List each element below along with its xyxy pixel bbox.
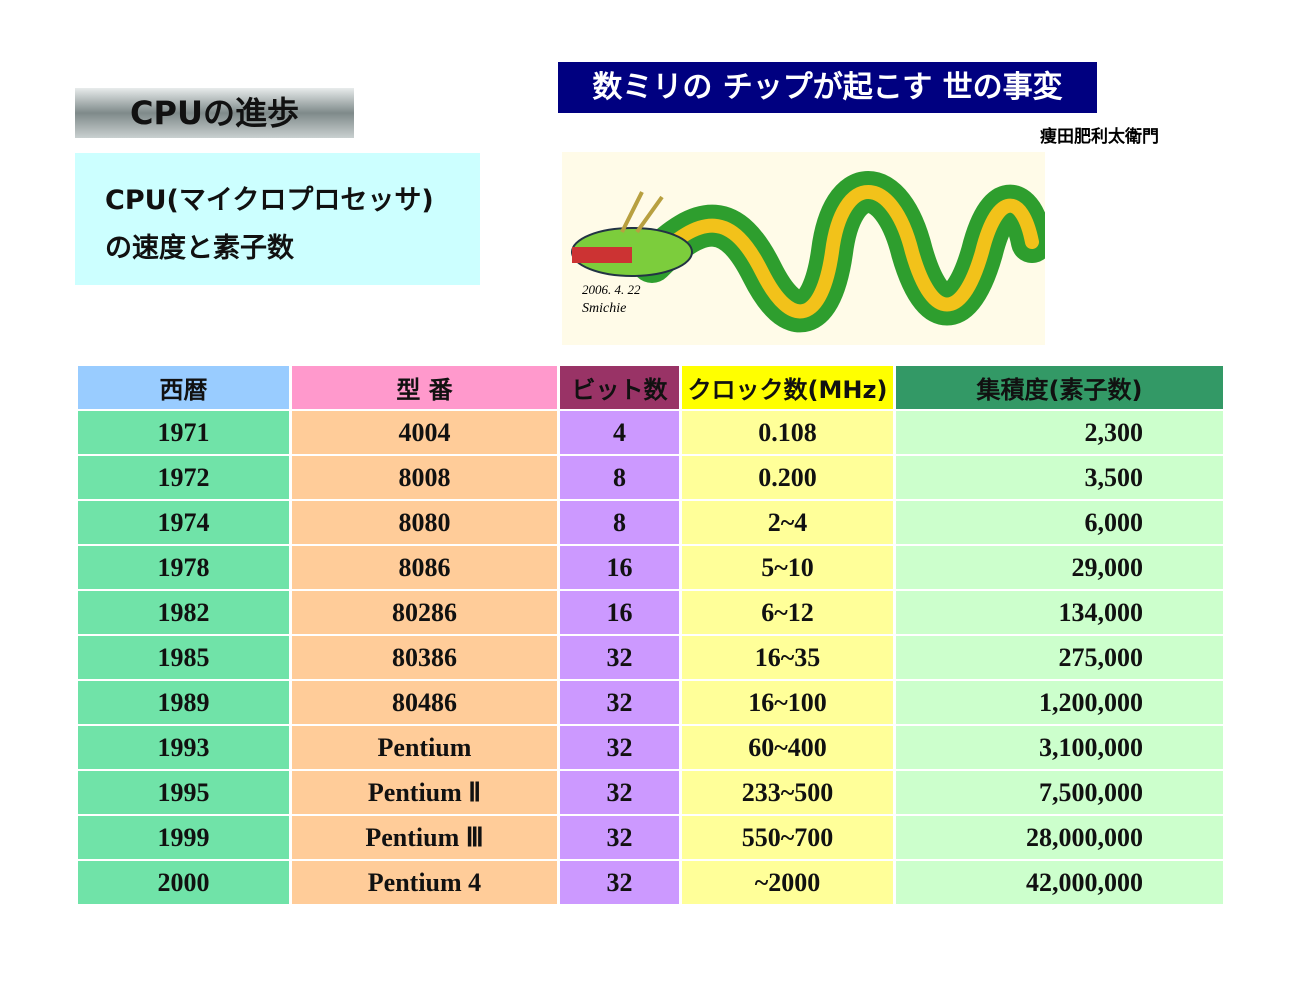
table-cell: 2,300: [896, 411, 1223, 454]
table-cell: 16: [560, 591, 679, 634]
table-row: 1982 80286 16 6~12 134,000: [78, 591, 1223, 634]
table-cell: 1971: [78, 411, 289, 454]
table-cell: 275,000: [896, 636, 1223, 679]
table-row: 2000 Pentium 4 32 ~2000 42,000,000: [78, 861, 1223, 904]
table-row: 1993 Pentium 32 60~400 3,100,000: [78, 726, 1223, 769]
table-cell: 80386: [292, 636, 557, 679]
table-cell: 6,000: [896, 501, 1223, 544]
column-header: 西暦: [78, 366, 289, 409]
table-row: 1985 80386 32 16~35 275,000: [78, 636, 1223, 679]
table-cell: 8086: [292, 546, 557, 589]
image-date: 2006. 4. 22: [582, 282, 641, 297]
table-cell: 28,000,000: [896, 816, 1223, 859]
column-header: ビット数: [560, 366, 679, 409]
table-cell: 32: [560, 636, 679, 679]
table-cell: 550~700: [682, 816, 893, 859]
table-cell: 1,200,000: [896, 681, 1223, 724]
table-cell: 1985: [78, 636, 289, 679]
table-cell: 8080: [292, 501, 557, 544]
column-header: 集積度(素子数): [896, 366, 1223, 409]
table-cell: 2000: [78, 861, 289, 904]
table-row: 1972 8008 8 0.200 3,500: [78, 456, 1223, 499]
subtitle-line: の速度と素子数: [105, 233, 294, 264]
table-cell: 2~4: [682, 501, 893, 544]
table-cell: 16~35: [682, 636, 893, 679]
table-cell: 42,000,000: [896, 861, 1223, 904]
table-cell: 1974: [78, 501, 289, 544]
image-signature: Smichie: [582, 301, 626, 316]
table-cell: 32: [560, 816, 679, 859]
table-cell: 80286: [292, 591, 557, 634]
table-cell: 1999: [78, 816, 289, 859]
table-cell: 32: [560, 681, 679, 724]
table-cell: 1993: [78, 726, 289, 769]
cpu-table: 西暦型 番ビット数 クロック数(MHz) 集積度(素子数) 1971 4004 4 0.10…: [75, 364, 1226, 906]
table-cell: 1995: [78, 771, 289, 814]
table-cell: 233~500: [682, 771, 893, 814]
table-row: 1978 8086 16 5~10 29,000: [78, 546, 1223, 589]
slide-title: CPUの進歩: [75, 88, 354, 138]
table-cell: 0.200: [682, 456, 893, 499]
author: 痩田肥利太衛門: [1040, 127, 1159, 147]
table-cell: 32: [560, 726, 679, 769]
table-row: 1999 Pentium Ⅲ 32 550~700 28,000,000: [78, 816, 1223, 859]
table-cell: 29,000: [896, 546, 1223, 589]
table-cell: 60~400: [682, 726, 893, 769]
column-header: クロック数(MHz): [682, 366, 893, 409]
dragon-image: 2006. 4. 22 Smichie: [562, 152, 1045, 345]
table-row: 1989 80486 32 16~100 1,200,000: [78, 681, 1223, 724]
table-cell: 6~12: [682, 591, 893, 634]
table-cell: Pentium Ⅱ: [292, 771, 557, 814]
table-cell: 8008: [292, 456, 557, 499]
table-cell: 16~100: [682, 681, 893, 724]
table-cell: 8: [560, 456, 679, 499]
table-cell: 32: [560, 771, 679, 814]
banner: 数ミリの チップが起こす 世の事変: [558, 62, 1097, 113]
table-cell: 7,500,000: [896, 771, 1223, 814]
table-cell: 1978: [78, 546, 289, 589]
table-cell: 134,000: [896, 591, 1223, 634]
table-cell: 4004: [292, 411, 557, 454]
table-cell: 3,500: [896, 456, 1223, 499]
subtitle-line: CPU(マイクロプロセッサ): [105, 185, 434, 216]
table-cell: Pentium Ⅲ: [292, 816, 557, 859]
table-cell: ~2000: [682, 861, 893, 904]
table-cell: 16: [560, 546, 679, 589]
subtitle-box: CPU(マイクロプロセッサ) の速度と素子数: [75, 153, 480, 285]
table-cell: 5~10: [682, 546, 893, 589]
table-cell: 3,100,000: [896, 726, 1223, 769]
table-cell: 32: [560, 861, 679, 904]
table-row: 1974 8080 8 2~4 6,000: [78, 501, 1223, 544]
table-cell: Pentium: [292, 726, 557, 769]
table-cell: 1982: [78, 591, 289, 634]
table-row: 1971 4004 4 0.108 2,300: [78, 411, 1223, 454]
table-cell: 8: [560, 501, 679, 544]
table-cell: 80486: [292, 681, 557, 724]
table-row: 1995 Pentium Ⅱ 32 233~500 7,500,000: [78, 771, 1223, 814]
column-header: 型 番: [292, 366, 557, 409]
table-cell: 0.108: [682, 411, 893, 454]
table-cell: 4: [560, 411, 679, 454]
table-cell: Pentium 4: [292, 861, 557, 904]
header-row: 西暦型 番ビット数 クロック数(MHz) 集積度(素子数): [78, 366, 1223, 409]
table-cell: 1989: [78, 681, 289, 724]
table-cell: 1972: [78, 456, 289, 499]
